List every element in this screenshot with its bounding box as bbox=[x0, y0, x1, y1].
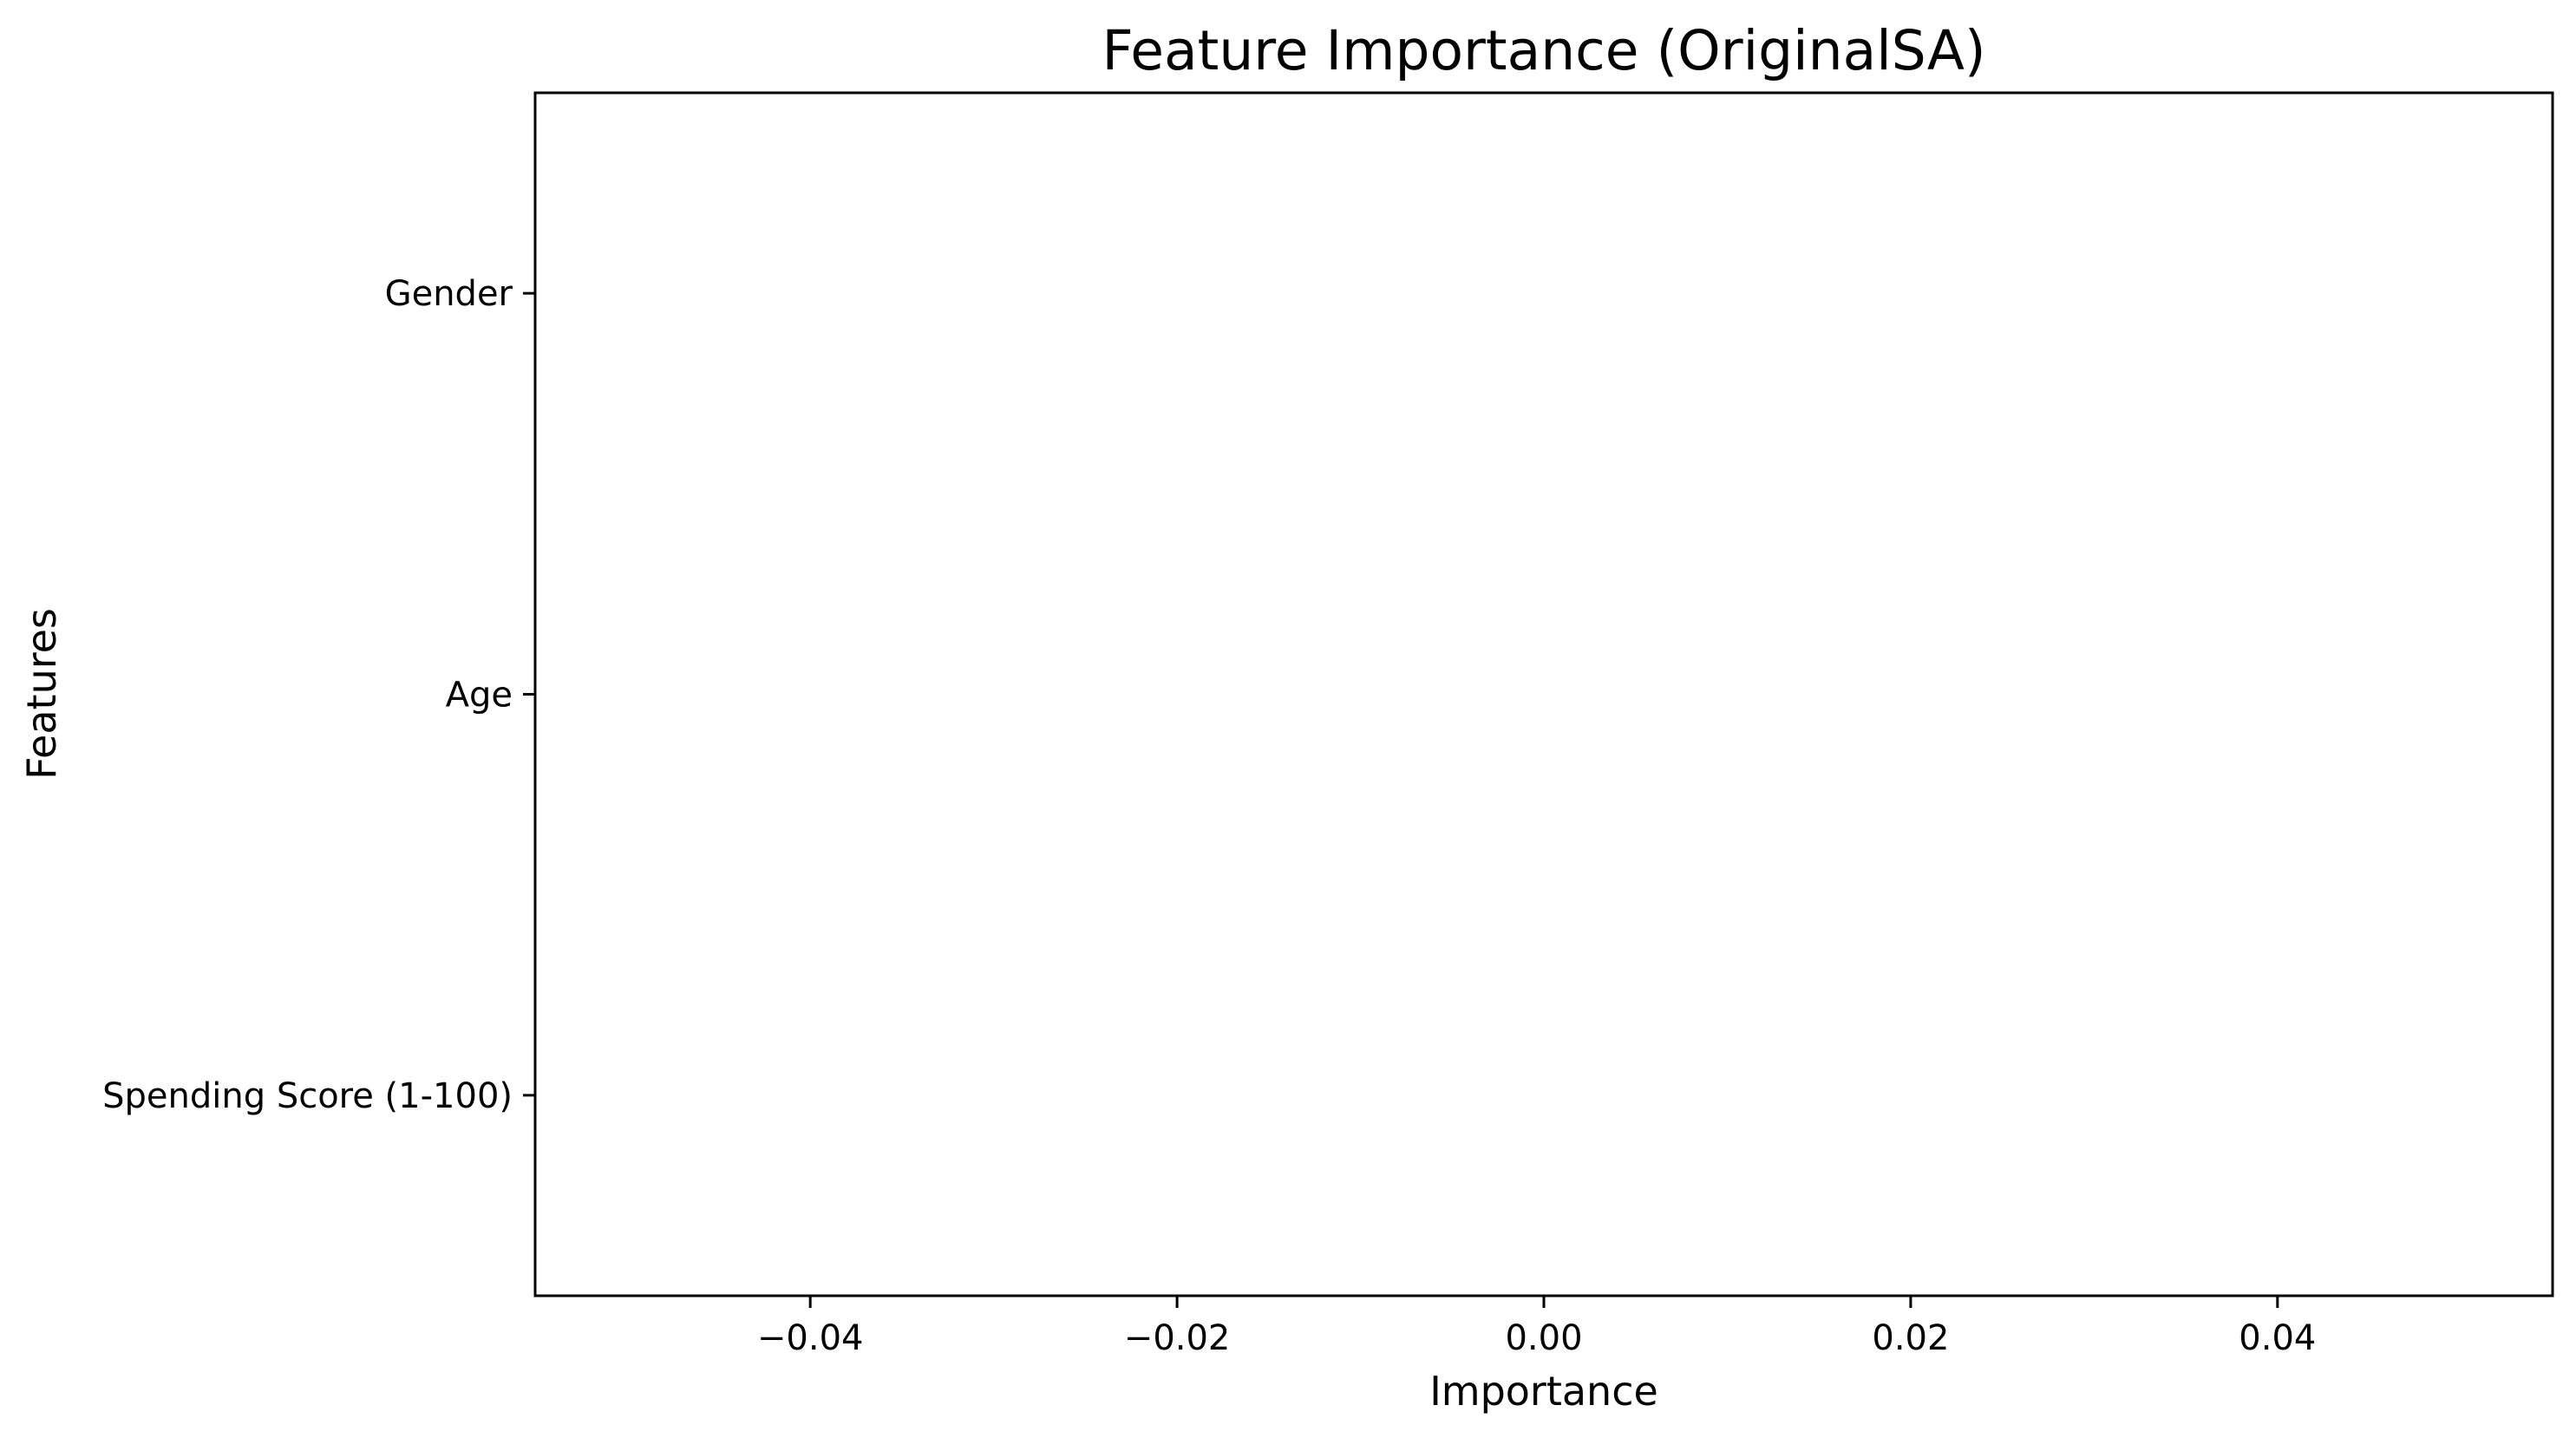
y-axis-label: Features bbox=[18, 608, 65, 780]
y-tick-label: Spending Score (1-100) bbox=[102, 1076, 513, 1116]
plot-frame bbox=[533, 91, 2554, 1297]
x-tick-label: 0.02 bbox=[1872, 1318, 1949, 1358]
x-axis-ticks: −0.04 −0.02 0.00 0.02 0.04 bbox=[757, 1296, 2316, 1358]
x-tick-label: −0.04 bbox=[757, 1318, 864, 1358]
y-tick-label: Age bbox=[446, 676, 513, 716]
chart-title: Feature Importance (OriginalSA) bbox=[1102, 19, 1985, 82]
x-tick-label: 0.04 bbox=[2239, 1318, 2316, 1358]
x-tick-label: −0.02 bbox=[1124, 1318, 1231, 1358]
y-axis-ticks: Gender Age Spending Score (1-100) bbox=[102, 274, 535, 1116]
x-axis-label: Importance bbox=[1429, 1368, 1658, 1415]
y-tick-label: Gender bbox=[385, 274, 513, 314]
x-tick-label: 0.00 bbox=[1505, 1318, 1582, 1358]
